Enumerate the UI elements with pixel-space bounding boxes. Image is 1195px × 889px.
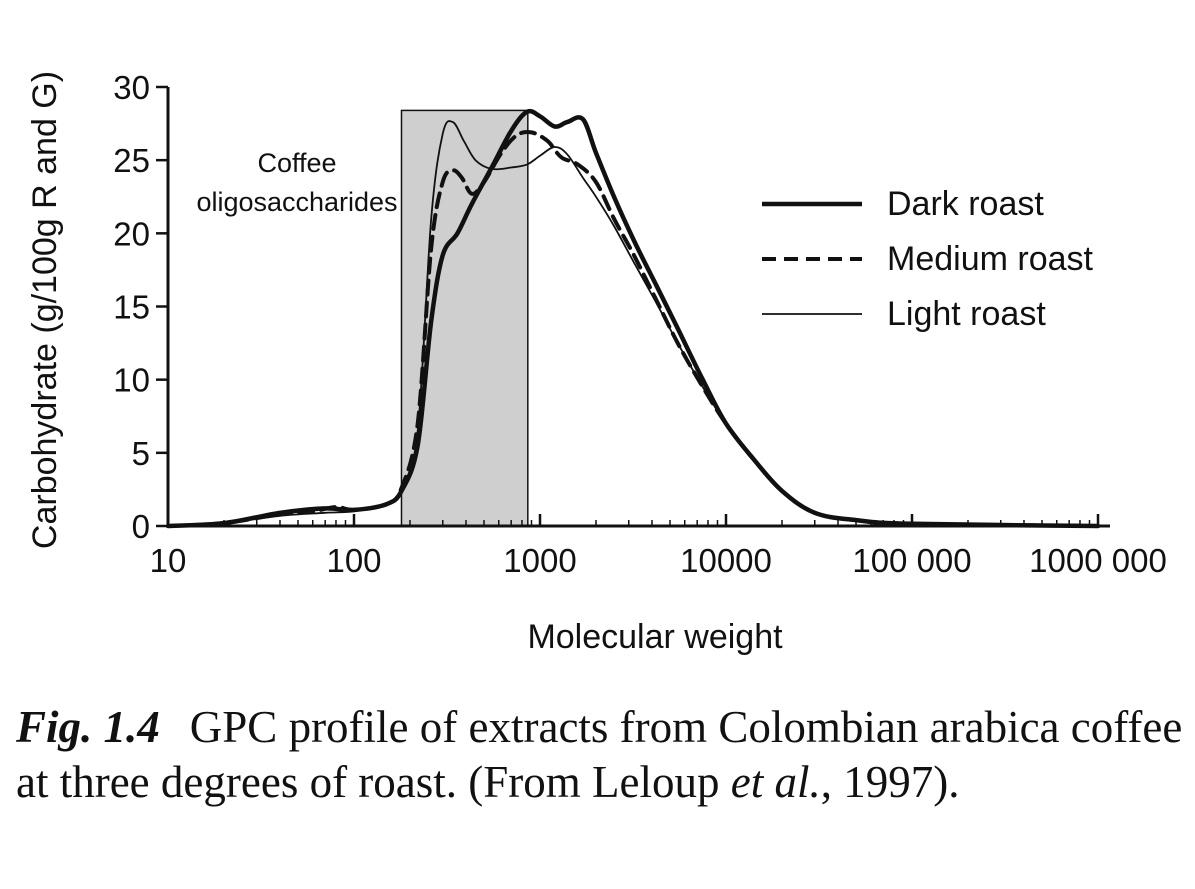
y-tick-label: 30 bbox=[113, 69, 150, 106]
y-tick-label: 0 bbox=[132, 508, 150, 545]
caption-text-end: , 1997). bbox=[820, 757, 960, 807]
legend-label-light-roast: Light roast bbox=[887, 295, 1046, 333]
x-tick-label: 100 bbox=[326, 542, 381, 579]
legend-label-dark-roast: Dark roast bbox=[887, 185, 1044, 223]
annotation-oligosaccharides: oligosaccharides bbox=[196, 187, 397, 217]
series-line-dark-roast bbox=[165, 108, 1101, 529]
x-axis-title: Molecular weight bbox=[527, 618, 783, 656]
x-tick-label: 100 000 bbox=[852, 542, 971, 579]
gpc-chart: Coffee oligosaccharides 0 5 10 15 20 25 30 10 100… bbox=[26, 69, 1167, 656]
x-tick-label: 10 bbox=[150, 542, 187, 579]
caption-citation-italic: et al. bbox=[730, 757, 821, 807]
oligosaccharide-region bbox=[400, 109, 529, 527]
x-tick-label: 1000 000 bbox=[1029, 542, 1167, 579]
y-axis-title: Carbohydrate (g/100g R and G) bbox=[26, 71, 64, 549]
y-tick-label: 5 bbox=[132, 435, 150, 472]
legend-label-medium-roast: Medium roast bbox=[887, 240, 1094, 278]
y-tick-label: 10 bbox=[113, 362, 150, 399]
y-tick-label: 25 bbox=[113, 142, 150, 179]
annotation-coffee: Coffee bbox=[257, 148, 336, 178]
figure-label: Fig. 1.4 bbox=[16, 702, 160, 752]
figure-caption: Fig. 1.4 GPC profile of extracts from Col… bbox=[16, 700, 1186, 810]
y-tick-label: 20 bbox=[113, 215, 150, 252]
x-tick-label: 1000 bbox=[503, 542, 576, 579]
x-tick-label: 10000 bbox=[680, 542, 772, 579]
y-tick-label: 15 bbox=[113, 289, 150, 326]
caption-text: GPC profile of extracts from Colombian a… bbox=[16, 702, 1183, 807]
